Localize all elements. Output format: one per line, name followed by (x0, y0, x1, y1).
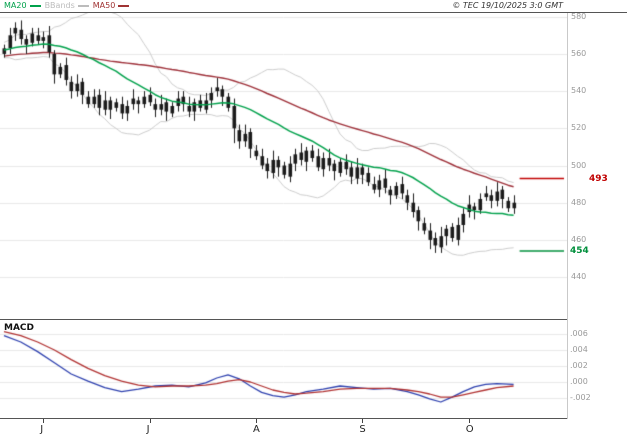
macd-panel-canvas (0, 322, 567, 418)
price-axis-label: 500 (571, 160, 587, 170)
legend-item-ma50: MA50 (93, 1, 130, 11)
ma20-line-swatch (29, 5, 41, 7)
legend-item-ma20: MA20 (4, 1, 41, 11)
support-level-label: 454 (570, 246, 589, 257)
ma50-line-swatch (118, 5, 130, 7)
month-tick (150, 419, 151, 423)
price-axis-label: 520 (571, 123, 587, 133)
legend-ma20-label: MA20 (4, 1, 27, 10)
month-label: J (40, 424, 44, 435)
month-tick (256, 419, 257, 423)
copyright-text: © TEC 19/10/2025 3:0 GMT (452, 1, 563, 10)
x-axis-line (0, 418, 567, 419)
macd-axis-label: .006 (570, 329, 588, 338)
price-axis-label: 440 (571, 272, 587, 282)
legend-bbands-label: BBands (44, 1, 75, 10)
macd-panel-title: MACD (4, 323, 34, 333)
price-axis-label: 580 (571, 11, 587, 21)
macd-axis-label: .000 (570, 377, 588, 386)
month-label: O (465, 424, 474, 435)
month-label: J (146, 424, 150, 435)
macd-axis-label: .004 (570, 345, 588, 354)
plot-right-border (567, 13, 568, 419)
legend-bar: MA20 BBands MA50 (0, 0, 627, 13)
price-axis-label: 560 (571, 48, 587, 58)
macd-axis-label: .002 (570, 361, 588, 370)
month-label: A (253, 424, 260, 435)
panel-separator (0, 319, 567, 320)
price-axis-label: 460 (571, 234, 587, 244)
legend-ma50-label: MA50 (92, 1, 116, 10)
month-tick (43, 419, 44, 423)
bbands-line-swatch (77, 5, 89, 7)
price-panel-canvas (0, 13, 567, 318)
legend-item-bbands: BBands (45, 1, 89, 11)
macd-axis-label: -.002 (570, 393, 591, 402)
month-tick (362, 419, 363, 423)
price-axis-label: 480 (571, 197, 587, 207)
month-tick (469, 419, 470, 423)
month-label: S (359, 424, 366, 435)
resistance-level-label: 493 (589, 173, 608, 184)
price-axis-label: 540 (571, 86, 587, 96)
